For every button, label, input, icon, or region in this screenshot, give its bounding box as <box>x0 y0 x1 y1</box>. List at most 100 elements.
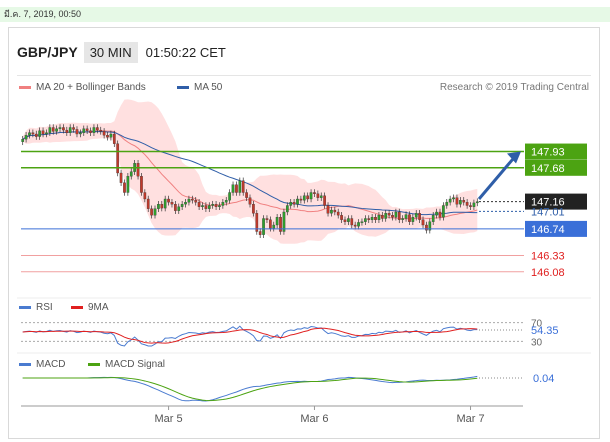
level-tag <box>525 159 587 176</box>
candle-body <box>377 215 381 220</box>
level-label: 146.33 <box>531 251 565 263</box>
x-axis: Mar 5 Mar 6 Mar 7 <box>155 406 485 425</box>
candle-body <box>391 215 394 218</box>
ma50-line <box>22 131 478 216</box>
candle-body <box>384 213 388 219</box>
candle-body <box>397 211 401 220</box>
candle-body <box>116 143 120 174</box>
macd-signal-legend-swatch <box>88 363 100 366</box>
candle-body <box>411 217 415 222</box>
candle-body <box>201 205 204 207</box>
candle-body <box>187 198 191 203</box>
candle-body <box>319 195 323 198</box>
rsi-current-label: 54.35 <box>531 325 559 337</box>
candle-body <box>414 213 418 218</box>
candle-body <box>275 217 279 226</box>
candle-body <box>184 202 187 205</box>
level-tag <box>525 193 587 210</box>
candle-body <box>435 211 438 216</box>
x-tick-label: Mar 6 <box>300 413 328 425</box>
candle-body <box>258 231 262 235</box>
macd-line <box>22 375 478 402</box>
candle-body <box>45 132 48 135</box>
candle-body <box>68 127 72 133</box>
candle-body <box>306 195 310 200</box>
candle-body <box>228 192 231 201</box>
candle-body <box>316 193 320 198</box>
candle-body <box>21 139 25 142</box>
macd-plot: 0.04 <box>22 373 554 402</box>
candle-body <box>309 192 313 200</box>
candle-body <box>350 218 354 226</box>
candle-body <box>143 192 147 200</box>
candle-body <box>265 218 269 220</box>
candle-body <box>279 217 282 232</box>
candle-body <box>99 129 103 132</box>
candle-body <box>343 219 347 222</box>
candle-body <box>140 176 143 193</box>
candle-body <box>285 205 289 213</box>
candle-body <box>292 202 296 205</box>
level-label: 147.68 <box>531 163 565 175</box>
macd-signal-line <box>22 377 478 402</box>
candle-body <box>89 130 92 133</box>
rsi-level-label: 30 <box>531 337 543 348</box>
candle-body <box>62 127 65 131</box>
candle-body <box>370 217 374 220</box>
timestamp-text: มี.ค. 7, 2019, 00:50 <box>4 9 82 19</box>
candle-body <box>333 209 337 213</box>
candle-body <box>255 213 259 232</box>
price-plot <box>21 99 479 244</box>
candle-body <box>157 204 160 209</box>
candle-body <box>28 132 31 136</box>
candle-body <box>394 211 398 218</box>
candle-body <box>119 172 123 183</box>
rsi-ma-line <box>22 327 478 344</box>
candle-body <box>218 205 221 207</box>
candle-body <box>65 129 69 133</box>
candle-body <box>438 211 442 218</box>
header-divider <box>17 75 591 76</box>
candle-body <box>153 208 157 216</box>
macd-legend-label: MACD <box>36 359 65 370</box>
candle-body <box>452 197 455 200</box>
chart-header: GBP/JPY 30 MIN 01:50:22 CET <box>17 40 226 64</box>
ma20-legend-swatch <box>19 86 31 89</box>
candle-body <box>299 198 303 201</box>
candle-body <box>190 198 194 201</box>
candle-body <box>289 202 293 206</box>
candle-body <box>72 127 75 130</box>
candle-body <box>75 129 79 135</box>
candle-body <box>197 202 201 207</box>
candle-body <box>336 211 340 216</box>
chart-panel: GBP/JPY 30 MIN 01:50:22 CET MA 20 + Boll… <box>8 27 600 439</box>
candle-body <box>431 215 435 222</box>
candle-body <box>224 200 228 203</box>
rsi-line <box>22 325 478 347</box>
candle-body <box>112 133 116 144</box>
timeframe-button[interactable]: 30 MIN <box>83 41 138 63</box>
candle-body <box>360 221 364 223</box>
candle-body <box>462 200 466 203</box>
candle-body <box>34 133 38 137</box>
level-label: 147.93 <box>531 147 565 159</box>
candle-body <box>85 128 89 131</box>
candle-body <box>194 200 198 203</box>
macd-current-label: 0.04 <box>533 373 554 385</box>
candle-body <box>323 195 326 206</box>
candle-body <box>353 224 357 227</box>
level-label: 147.01 <box>531 206 565 218</box>
credit-label: Research © 2019 Trading Central <box>440 82 589 93</box>
candle-body <box>214 204 218 207</box>
candle-body <box>238 180 242 193</box>
candle-body <box>302 195 306 201</box>
level-label: 146.08 <box>531 267 565 279</box>
x-tick-label: Mar 7 <box>456 413 484 425</box>
candle-body <box>455 197 459 205</box>
candle-body <box>330 209 333 214</box>
bollinger-band <box>22 99 478 244</box>
candle-body <box>55 128 58 132</box>
candle-body <box>428 221 432 231</box>
candle-body <box>445 202 449 206</box>
